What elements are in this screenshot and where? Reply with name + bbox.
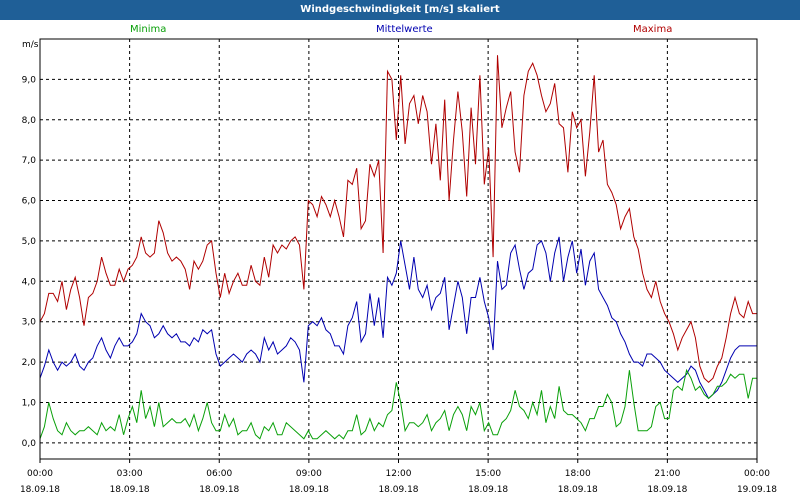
x-tick-time: 12:00 bbox=[386, 469, 412, 479]
x-tick-date: 18.09.18 bbox=[20, 485, 60, 495]
window-title: Windgeschwindigkeit [m/s] skaliert bbox=[0, 0, 800, 20]
x-tick-time: 00:00 bbox=[744, 469, 770, 479]
series-line-minima bbox=[39, 368, 757, 440]
y-tick-label: 5,0 bbox=[22, 237, 37, 247]
x-tick-date: 18.09.18 bbox=[558, 485, 598, 495]
series-line-mittelwerte bbox=[39, 236, 757, 400]
x-tick-time: 09:00 bbox=[296, 469, 322, 479]
legend-mittelwerte: Mittelwerte bbox=[376, 24, 433, 35]
x-tick-time: 06:00 bbox=[206, 469, 232, 479]
wind-speed-chart: 0,0 1,0 2,0 3,0 4,0 5,0 6,0 7,0 8,0 9,0 m/s 00:00 18… bbox=[20, 38, 777, 495]
x-tick-date: 18.09.18 bbox=[468, 485, 508, 495]
series-line-maxima bbox=[39, 55, 757, 383]
x-tick-time: 18:00 bbox=[565, 469, 591, 479]
x-tick-date: 18.09.18 bbox=[199, 485, 239, 495]
x-tick-date: 18.09.18 bbox=[289, 485, 329, 495]
y-tick-label: 4,0 bbox=[22, 277, 37, 287]
y-tick-label: 6,0 bbox=[22, 197, 37, 207]
plot-frame bbox=[39, 38, 758, 460]
y-tick-label: 3,0 bbox=[22, 318, 37, 328]
x-tick-time: 03:00 bbox=[117, 469, 143, 479]
y-tick-label: 7,0 bbox=[22, 156, 37, 166]
x-tick-date: 19.09.18 bbox=[737, 485, 777, 495]
legend-minima: Minima bbox=[130, 24, 167, 35]
y-tick-label: 0,0 bbox=[22, 439, 37, 449]
y-tick-label: 1,0 bbox=[22, 398, 37, 408]
x-tick-time: 21:00 bbox=[654, 469, 680, 479]
x-tick-date: 18.09.18 bbox=[110, 485, 150, 495]
x-tick-time: 15:00 bbox=[475, 469, 501, 479]
legend-maxima: Maxima bbox=[633, 24, 673, 35]
x-tick-date: 18.09.18 bbox=[647, 485, 687, 495]
y-tick-label: 8,0 bbox=[22, 116, 37, 126]
y-tick-label: 2,0 bbox=[22, 358, 37, 368]
x-tick-date: 18.09.18 bbox=[378, 485, 418, 495]
x-tick-time: 00:00 bbox=[27, 469, 53, 479]
y-axis-label: m/s bbox=[22, 40, 39, 50]
y-tick-label: 9,0 bbox=[22, 75, 37, 85]
